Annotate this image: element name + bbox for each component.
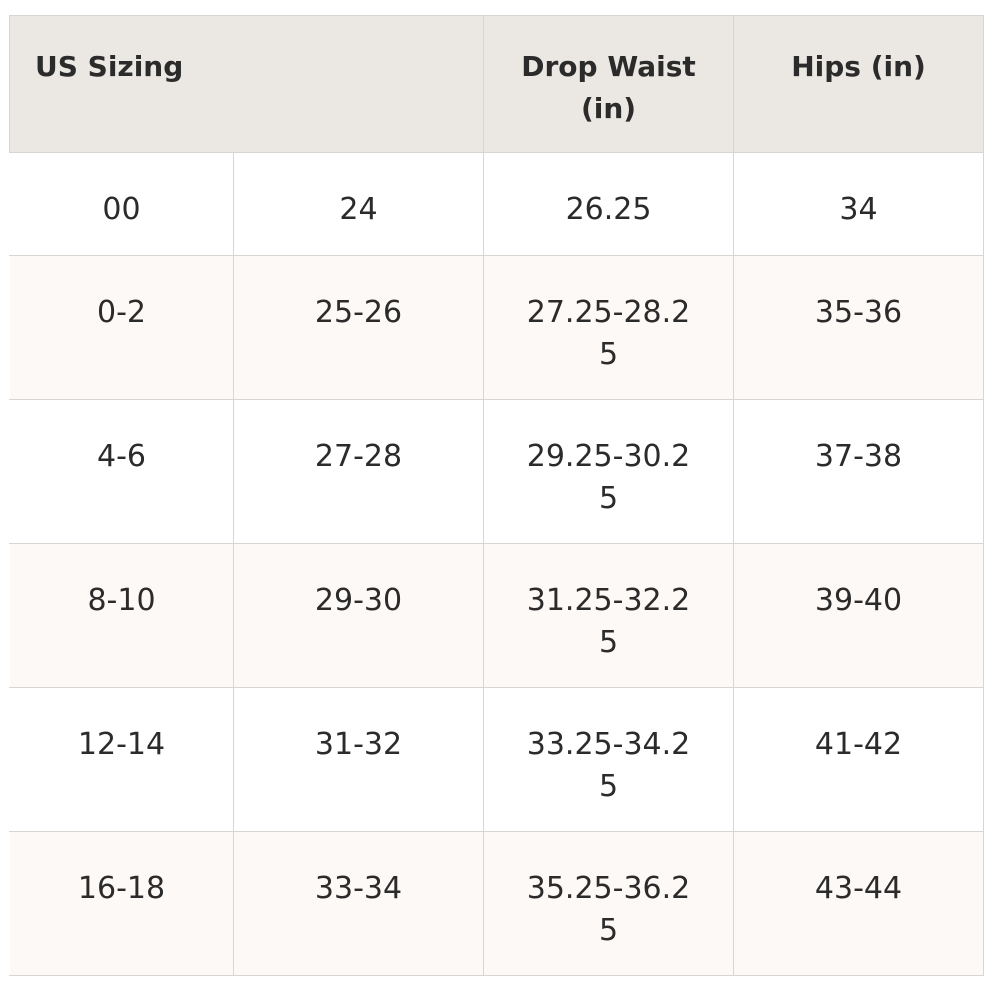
table-cell: 33.25-34.25 xyxy=(483,687,735,832)
table-cell: 29-30 xyxy=(232,543,485,688)
table-cell: 31.25-32.25 xyxy=(483,543,735,688)
cell-text: 34 xyxy=(839,192,878,227)
table-cell: 41-42 xyxy=(733,687,985,832)
cell-text: 24 xyxy=(339,192,378,227)
cell-text: 39-40 xyxy=(814,583,903,618)
cell-text: 25-26 xyxy=(314,295,403,330)
cell-text: 27-28 xyxy=(314,439,403,474)
cell-text: 37-38 xyxy=(814,439,903,474)
header-cell: Drop Waist (in) xyxy=(483,15,735,153)
table-cell: 43-44 xyxy=(733,831,985,976)
cell-text: 41-42 xyxy=(814,727,903,762)
table-cell: 27-28 xyxy=(232,399,485,544)
table-cell: 8-10 xyxy=(9,543,234,688)
table-cell: 4-6 xyxy=(9,399,234,544)
header-text: Drop Waist (in) xyxy=(521,50,696,125)
table-cell: 24 xyxy=(232,152,485,256)
cell-text: 4-6 xyxy=(97,439,146,474)
cell-text: 8-10 xyxy=(87,583,156,618)
table-cell: 16-18 xyxy=(9,831,234,976)
header-row: US Sizing Drop Waist (in) Hips (in) xyxy=(8,15,985,153)
cell-text: 0-2 xyxy=(97,295,146,330)
table-cell: 27.25-28.25 xyxy=(483,255,735,400)
cell-text: 29-30 xyxy=(314,583,403,618)
cell-text: 31.25-32.25 xyxy=(526,583,691,660)
header-cell: US Sizing xyxy=(8,15,485,153)
table-row: 4-6 27-28 29.25-30.25 37-38 xyxy=(9,399,985,544)
cell-text: 35-36 xyxy=(814,295,903,330)
table-cell: 12-14 xyxy=(9,687,234,832)
cell-text: 12-14 xyxy=(77,727,166,762)
cell-text: 31-32 xyxy=(314,727,403,762)
table-cell: 26.25 xyxy=(483,152,735,256)
table-cell: 33-34 xyxy=(232,831,485,976)
table-row: 0-2 25-26 27.25-28.25 35-36 xyxy=(9,255,985,400)
cell-text: 27.25-28.25 xyxy=(526,295,691,372)
table-row: 00 24 26.25 34 xyxy=(9,152,985,256)
table-cell: 25-26 xyxy=(232,255,485,400)
cell-text: 43-44 xyxy=(814,871,903,906)
cell-text: 35.25-36.25 xyxy=(526,871,691,948)
cell-text: 29.25-30.25 xyxy=(526,439,691,516)
table-body: 00 24 26.25 34 0-2 25-26 27.25-28.25 35-36 4-6 27… xyxy=(9,152,985,976)
table-row: 16-18 33-34 35.25-36.25 43-44 xyxy=(9,831,985,976)
cell-text: 26.25 xyxy=(565,192,652,227)
size-table: US Sizing Drop Waist (in) Hips (in) 00 24… xyxy=(8,15,985,976)
table-row: 12-14 31-32 33.25-34.25 41-42 xyxy=(9,687,985,832)
cell-text: 33.25-34.25 xyxy=(526,727,691,804)
cell-text: 33-34 xyxy=(314,871,403,906)
header-cell: Hips (in) xyxy=(733,15,985,153)
table-cell: 37-38 xyxy=(733,399,985,544)
table-cell: 00 xyxy=(9,152,234,256)
table-row: 8-10 29-30 31.25-32.25 39-40 xyxy=(9,543,985,688)
table-cell: 31-32 xyxy=(232,687,485,832)
table-cell: 34 xyxy=(733,152,985,256)
table-cell: 29.25-30.25 xyxy=(483,399,735,544)
table-cell: 35.25-36.25 xyxy=(483,831,735,976)
table-cell: 0-2 xyxy=(9,255,234,400)
table-cell: 39-40 xyxy=(733,543,985,688)
cell-text: 16-18 xyxy=(77,871,166,906)
table-cell: 35-36 xyxy=(733,255,985,400)
cell-text: 00 xyxy=(102,192,141,227)
